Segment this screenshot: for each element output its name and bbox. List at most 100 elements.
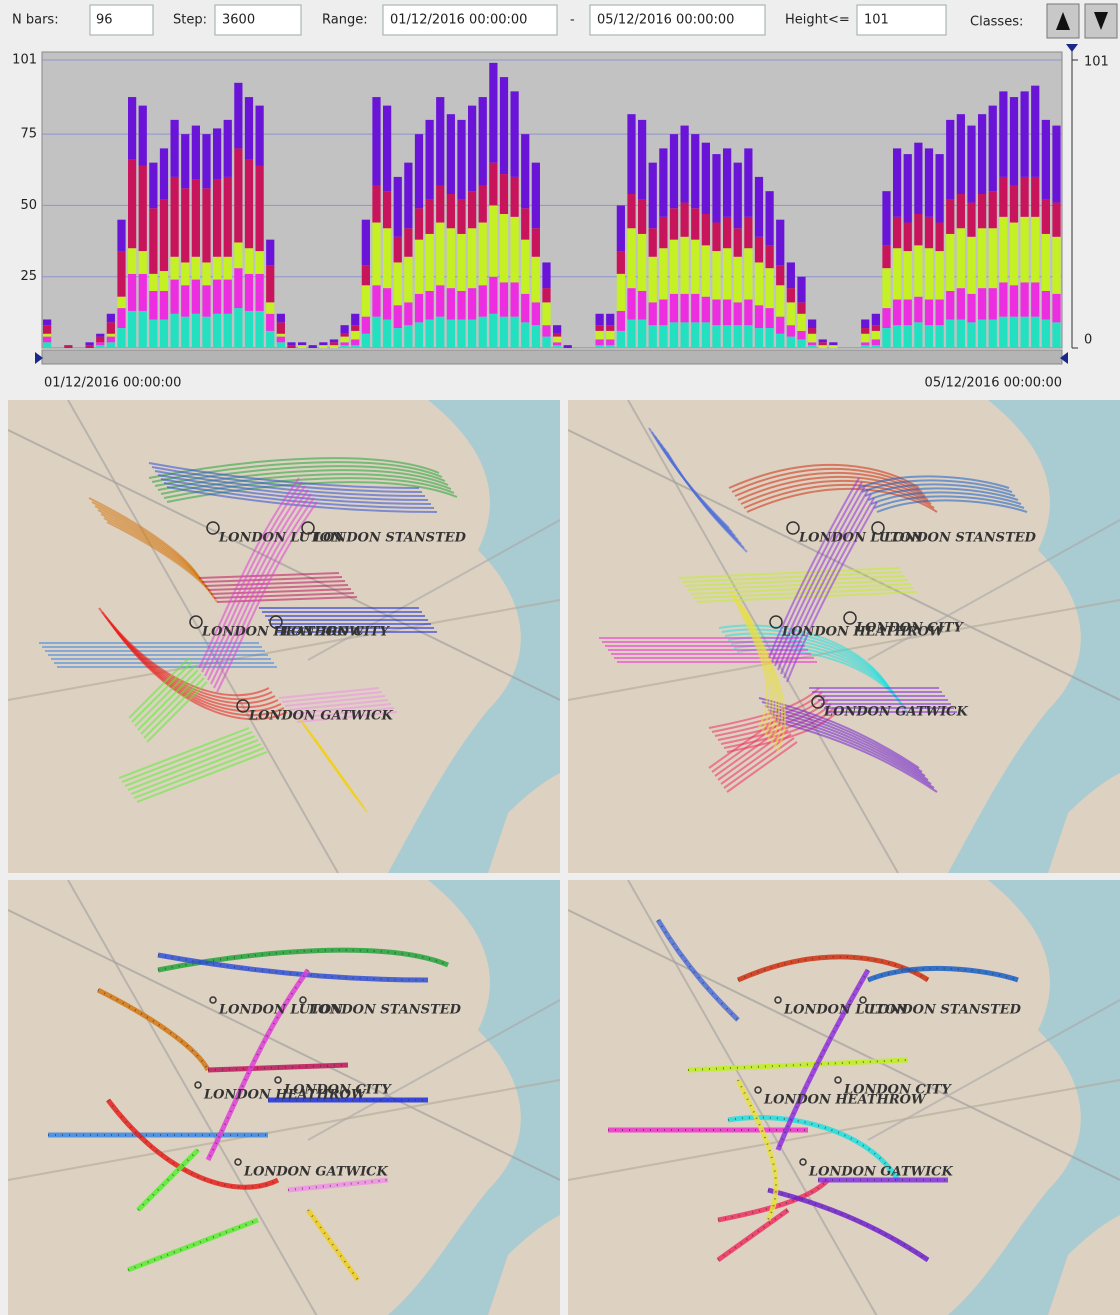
bar-segment	[160, 271, 168, 291]
bar-segment	[553, 342, 561, 345]
bar-segment	[43, 337, 51, 343]
bar-segment	[542, 325, 550, 336]
bar-segment	[404, 325, 412, 348]
bar-segment	[553, 337, 561, 343]
bar-segment	[394, 328, 402, 348]
bar-segment	[351, 345, 359, 348]
bar-segment	[776, 265, 784, 285]
bar-segment	[479, 223, 487, 286]
bar-segment	[766, 308, 774, 328]
bar-segment	[181, 317, 189, 348]
airport-label: LONDON CITY	[281, 625, 390, 640]
bar-segment	[787, 262, 795, 288]
bar-segment	[1021, 282, 1029, 316]
airport-label: LONDON STANSTED	[883, 531, 1037, 546]
bar-segment	[744, 300, 752, 326]
bar-segment	[829, 342, 837, 345]
bar-segment	[999, 217, 1007, 283]
bar-segment	[351, 314, 359, 325]
bar-segment	[372, 223, 380, 286]
bar-segment	[1021, 91, 1029, 177]
bar-segment	[457, 291, 465, 320]
y-tick-label: 101	[12, 53, 37, 68]
x-end-label: 05/12/2016 00:00:00	[925, 376, 1062, 391]
up-button[interactable]	[1047, 4, 1079, 38]
bar-segment	[702, 143, 710, 214]
bar-segment	[1042, 319, 1050, 348]
bar-segment	[192, 180, 200, 257]
y2-tick-label: 0	[1084, 333, 1092, 348]
bar-segment	[670, 134, 678, 208]
bar-segment	[596, 345, 604, 348]
bar-segment	[277, 322, 285, 333]
bar-segment	[936, 223, 944, 252]
bar-segment	[245, 274, 253, 311]
map-panel: LONDON LUTONLONDON STANSTEDLONDON HEATHR…	[8, 880, 560, 1315]
bar-segment	[447, 194, 455, 228]
bar-segment	[521, 294, 529, 323]
bar-segment	[436, 97, 444, 185]
bar-segment	[511, 217, 519, 283]
range-slider[interactable]	[42, 350, 1062, 364]
bar-segment	[404, 163, 412, 229]
bar-segment	[712, 154, 720, 222]
bar-segment	[776, 317, 784, 334]
bar-segment	[1042, 200, 1050, 234]
label: N bars:	[12, 13, 59, 28]
bar-segment	[468, 106, 476, 192]
bar-segment	[882, 245, 890, 268]
bar-segment	[819, 345, 827, 348]
bar-segment	[989, 191, 997, 228]
body: N bars: 96 Step: 3600 Range: 01/12/2016 …	[0, 0, 1120, 1315]
bar-segment	[617, 205, 625, 251]
bar-segment	[341, 342, 349, 345]
airport-label: LONDON STANSTED	[868, 1003, 1022, 1018]
bar-segment	[245, 248, 253, 274]
bar-segment	[351, 339, 359, 345]
bar-segment	[649, 302, 657, 325]
bar-segment	[330, 339, 338, 342]
bar-segment	[426, 234, 434, 291]
bar-segment	[224, 314, 232, 348]
bar-segment	[936, 300, 944, 326]
bar-segment	[797, 277, 805, 303]
bar-segment	[511, 282, 519, 316]
bar-segment	[946, 234, 954, 291]
y-tick-label: 50	[20, 198, 37, 213]
bar-segment	[1052, 126, 1060, 203]
bar-segment	[787, 337, 795, 348]
bar-segment	[1010, 223, 1018, 286]
bar-segment	[404, 302, 412, 325]
bar-segment	[213, 180, 221, 257]
bar-segment	[659, 248, 667, 299]
bar-segment	[914, 322, 922, 348]
bar-segment	[117, 328, 125, 348]
bar-segment	[213, 280, 221, 314]
bar-segment	[904, 325, 912, 348]
bar-segment	[1010, 185, 1018, 222]
bar-segment	[670, 294, 678, 323]
bar-segment	[808, 334, 816, 343]
bar-segment	[691, 208, 699, 239]
bar-segment	[341, 345, 349, 348]
label: Range:	[322, 13, 368, 28]
bar-segment	[946, 291, 954, 320]
bar-segment	[766, 328, 774, 348]
bar-segment	[436, 317, 444, 348]
bar-segment	[1052, 322, 1060, 348]
bar-segment	[914, 143, 922, 214]
bar-segment	[330, 342, 338, 345]
bar-segment	[277, 337, 285, 343]
bar-segment	[128, 274, 136, 311]
bar-segment	[86, 345, 94, 348]
bar-segment	[564, 345, 572, 348]
bar-segment	[532, 257, 540, 303]
down-button[interactable]	[1085, 4, 1117, 38]
bar-segment	[128, 311, 136, 348]
bar-segment	[978, 114, 986, 194]
bar-segment	[755, 177, 763, 237]
bar-segment	[744, 217, 752, 248]
bar-segment	[415, 208, 423, 239]
bar-segment	[808, 345, 816, 348]
bar-segment	[617, 251, 625, 274]
